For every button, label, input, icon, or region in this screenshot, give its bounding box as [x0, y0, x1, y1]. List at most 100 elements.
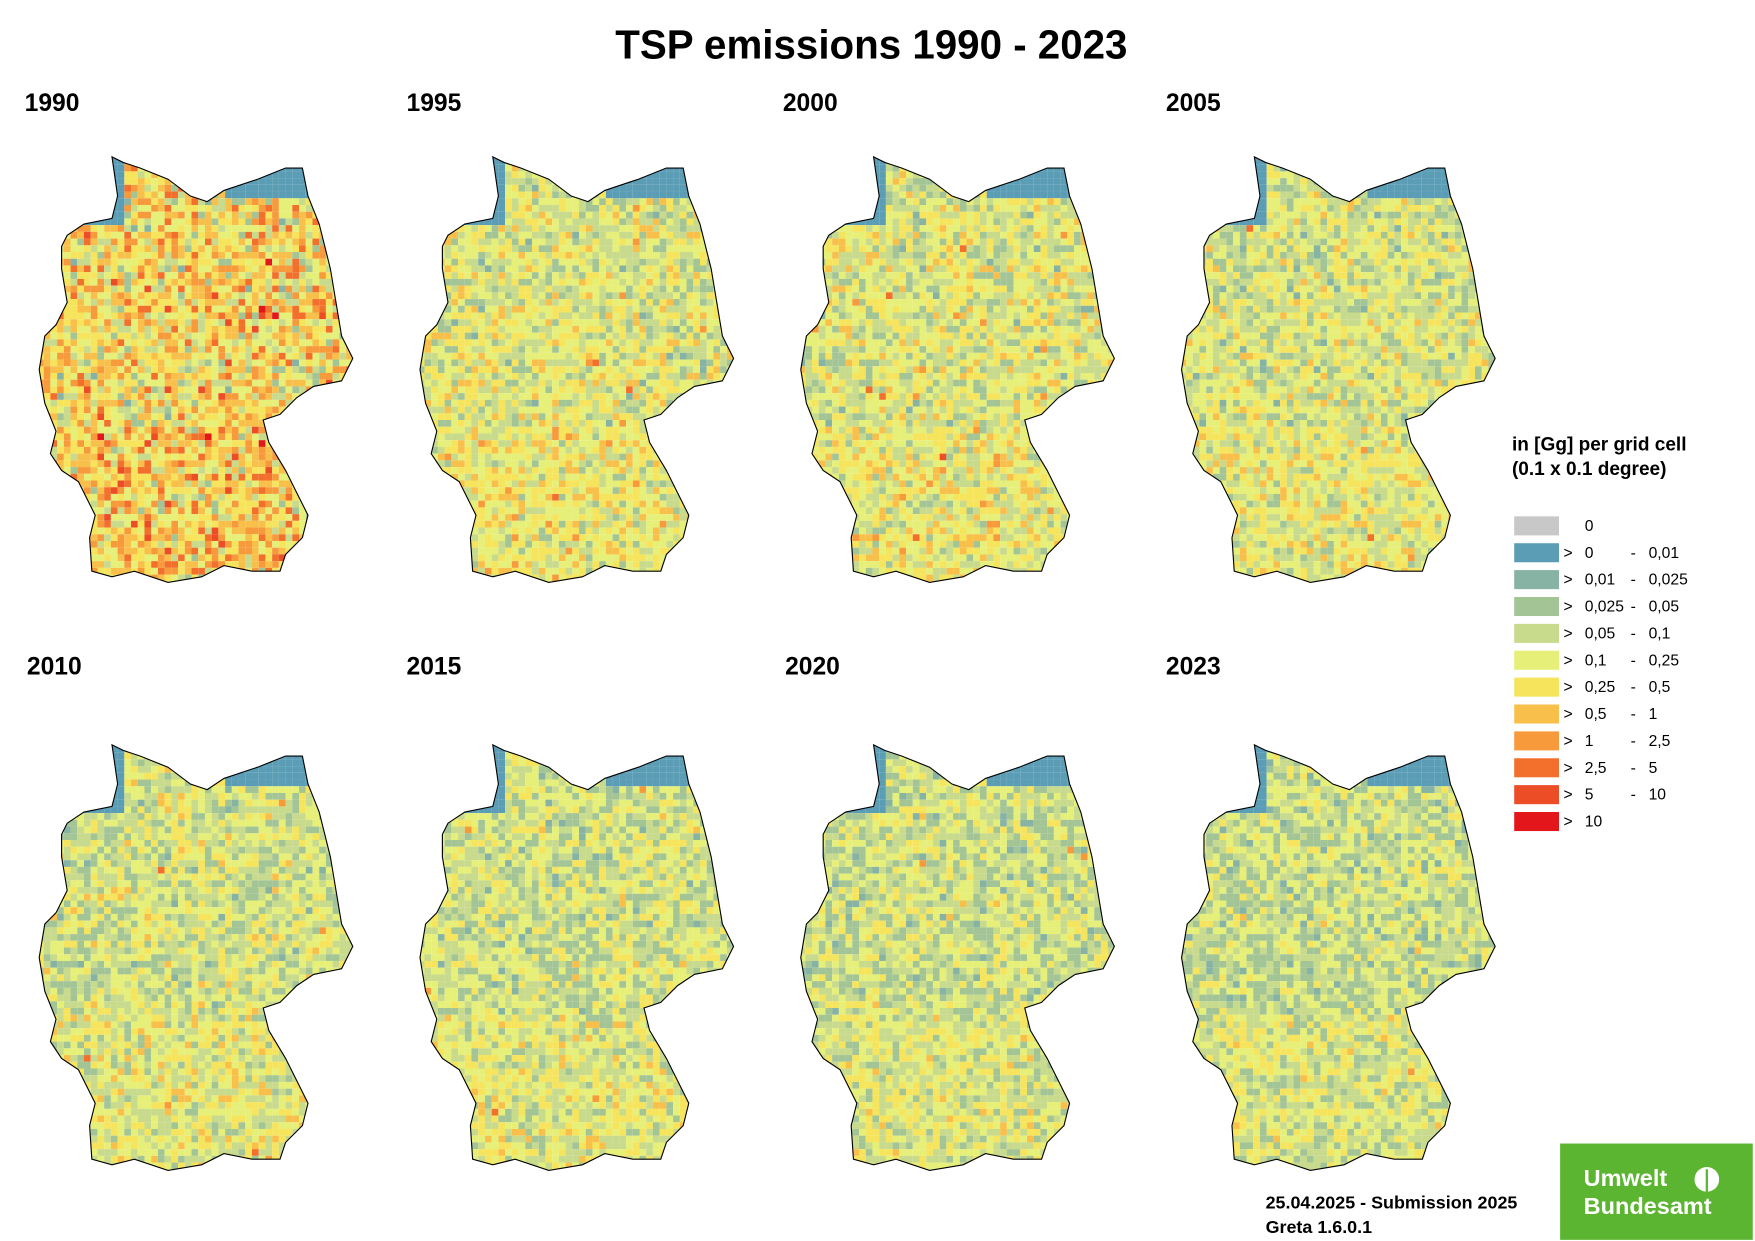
grid-cell [124, 581, 132, 583]
grid-cell [191, 258, 199, 266]
grid-cell [325, 399, 333, 407]
grid-cell [332, 198, 340, 205]
grid-cell [211, 352, 219, 360]
grid-cell [444, 319, 452, 326]
grid-cell [639, 156, 647, 158]
grid-cell [572, 164, 580, 172]
grid-cell [444, 211, 452, 219]
grid-cell [292, 473, 300, 481]
grid-cell [238, 204, 246, 212]
grid-cell [157, 507, 165, 515]
grid-cell [77, 514, 84, 521]
grid-cell [198, 292, 205, 300]
grid-cell [471, 366, 479, 373]
grid-cell [137, 352, 145, 360]
grid-cell [720, 178, 727, 185]
grid-cell [157, 319, 165, 326]
grid-cell [77, 252, 84, 259]
grid-cell [171, 372, 179, 380]
grid-cell [726, 299, 734, 306]
grid-cell [184, 433, 192, 441]
grid-cell [312, 305, 320, 313]
grid-cell [63, 420, 71, 427]
grid-cell [171, 460, 179, 468]
grid-cell [231, 487, 239, 494]
grid-cell [204, 157, 212, 165]
grid-cell [639, 178, 647, 185]
grid-cell [171, 272, 179, 279]
grid-cell [478, 359, 485, 367]
grid-cell [332, 420, 340, 427]
grid-cell [325, 211, 333, 219]
grid-cell [204, 204, 212, 212]
grid-cell [478, 198, 485, 205]
grid-cell [424, 372, 432, 380]
grid-cell [531, 252, 539, 259]
grid-cell [57, 265, 64, 273]
grid-cell [419, 265, 425, 273]
grid-cell [184, 319, 192, 326]
grid-cell [478, 386, 485, 394]
grid-cell [124, 156, 132, 158]
grid-cell [491, 366, 499, 373]
grid-cell [218, 191, 226, 199]
grid-cell [171, 561, 179, 568]
grid-cell [319, 285, 326, 293]
grid-cell [458, 292, 465, 300]
grid-cell [652, 325, 660, 333]
grid-cell [164, 520, 172, 528]
grid-cell [733, 339, 734, 347]
grid-cell [419, 178, 425, 185]
grid-cell [292, 581, 300, 583]
grid-cell [545, 156, 553, 158]
grid-cell [238, 265, 246, 273]
grid-cell [545, 379, 553, 387]
grid-cell [164, 352, 172, 360]
grid-cell [251, 581, 259, 583]
grid-cell [713, 278, 721, 286]
grid-cell [720, 366, 727, 373]
grid-cell [104, 325, 111, 333]
grid-cell [599, 393, 606, 400]
grid-cell [231, 332, 239, 340]
grid-cell [104, 567, 111, 575]
grid-cell [525, 292, 532, 300]
grid-cell [204, 252, 212, 259]
grid-cell [619, 379, 627, 387]
grid-cell [325, 238, 333, 246]
grid-cell [110, 406, 118, 414]
grid-cell [545, 231, 553, 239]
grid-cell [353, 373, 360, 380]
grid-cell [478, 332, 485, 340]
grid-cell [117, 272, 125, 279]
grid-cell [131, 393, 138, 400]
grid-cell [57, 184, 64, 192]
grid-cell [353, 514, 360, 521]
grid-cell [278, 440, 286, 447]
grid-cell [110, 393, 118, 400]
grid-cell [552, 359, 559, 367]
grid-cell [720, 184, 727, 192]
grid-cell [285, 359, 293, 367]
grid-cell [70, 540, 78, 548]
grid-cell [451, 285, 459, 293]
grid-cell [272, 433, 279, 441]
grid-cell [565, 245, 573, 253]
grid-cell [558, 312, 566, 320]
grid-cell [117, 319, 125, 326]
grid-cell [491, 359, 499, 367]
grid-cell [137, 406, 145, 414]
grid-cell [451, 386, 459, 394]
grid-cell [43, 198, 51, 205]
grid-cell [353, 386, 360, 393]
grid-cell [605, 178, 613, 185]
grid-cell [686, 299, 694, 306]
grid-cell [444, 386, 452, 394]
grid-cell [659, 379, 667, 387]
grid-cell [464, 238, 472, 246]
grid-cell [305, 352, 313, 360]
grid-cell [292, 292, 300, 300]
grid-cell [319, 325, 326, 333]
grid-cell [231, 164, 239, 172]
grid-cell [511, 198, 519, 205]
